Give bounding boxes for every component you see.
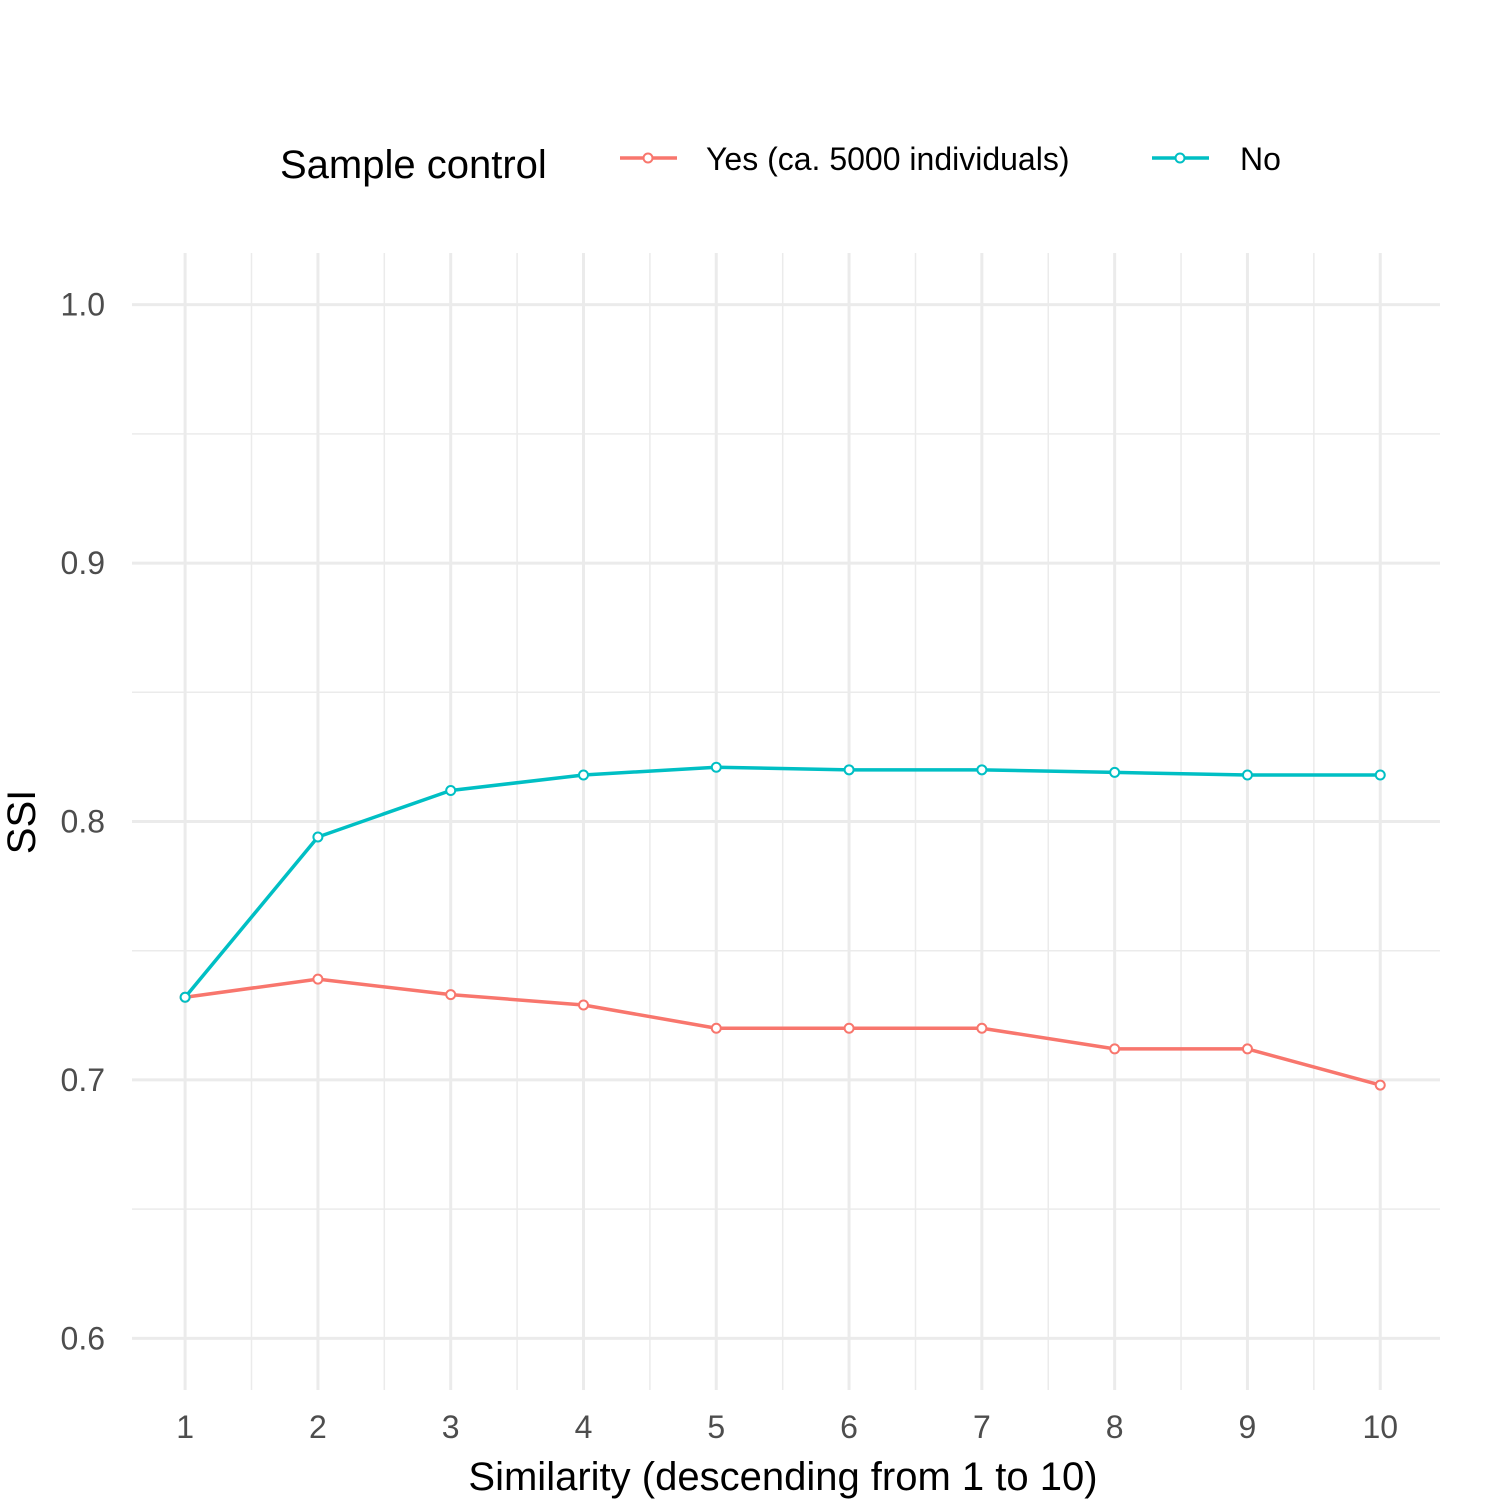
x-tick-label: 5 — [707, 1409, 725, 1445]
data-point — [1374, 769, 1386, 781]
x-tick-label: 4 — [575, 1409, 593, 1445]
data-point — [1109, 766, 1121, 778]
data-point — [577, 769, 589, 781]
data-point — [976, 1022, 988, 1034]
legend-item: Yes (ca. 5000 individuals) — [620, 141, 1069, 177]
series-line — [183, 765, 1381, 999]
x-tick-label: 1 — [176, 1409, 194, 1445]
data-point — [976, 764, 988, 776]
legend-label: No — [1240, 141, 1281, 177]
x-tick-label: 2 — [309, 1409, 327, 1445]
y-tick-label: 0.6 — [61, 1320, 105, 1356]
data-point — [577, 999, 589, 1011]
y-tick-label: 0.7 — [61, 1062, 105, 1098]
data-point — [445, 784, 457, 796]
y-axis-title: SSI — [0, 790, 44, 854]
x-tick-label: 3 — [442, 1409, 460, 1445]
series-1 — [179, 761, 1386, 1003]
data-point — [1241, 1043, 1253, 1055]
legend-title: Sample control — [280, 143, 547, 187]
x-axis-title: Similarity (descending from 1 to 10) — [468, 1455, 1097, 1499]
legend-key-point — [642, 152, 654, 164]
plot-panel — [132, 253, 1440, 1390]
y-tick-label: 0.8 — [61, 804, 105, 840]
y-tick-label: 0.9 — [61, 545, 105, 581]
y-axis-tick-labels: 0.6 0.7 0.8 0.9 1.0 — [61, 287, 105, 1357]
x-tick-label: 9 — [1239, 1409, 1257, 1445]
x-tick-label: 8 — [1106, 1409, 1124, 1445]
data-point — [1109, 1043, 1121, 1055]
data-point — [179, 991, 191, 1003]
series-layer — [179, 761, 1386, 1091]
x-axis-tick-labels: 1 2 3 4 5 6 7 8 9 10 — [176, 1409, 1398, 1445]
data-point — [843, 1022, 855, 1034]
x-tick-label: 10 — [1362, 1409, 1398, 1445]
series-0 — [179, 973, 1386, 1091]
series-line — [184, 977, 1381, 1087]
data-point — [710, 1022, 722, 1034]
major-gridlines — [132, 253, 1440, 1390]
x-tick-label: 7 — [973, 1409, 991, 1445]
data-point — [1241, 769, 1253, 781]
legend-item: No — [1152, 141, 1281, 177]
legend-items: Yes (ca. 5000 individuals) No — [620, 141, 1281, 177]
data-point — [312, 973, 324, 985]
data-point — [710, 761, 722, 773]
legend-key-point — [1174, 152, 1186, 164]
data-point — [312, 831, 324, 843]
data-point — [1374, 1079, 1386, 1091]
legend-label: Yes (ca. 5000 individuals) — [706, 141, 1069, 177]
data-point — [445, 989, 457, 1001]
x-tick-label: 6 — [840, 1409, 858, 1445]
legend: Sample control Yes (ca. 5000 individuals… — [280, 141, 1281, 187]
y-tick-label: 1.0 — [61, 287, 105, 323]
data-point — [843, 764, 855, 776]
